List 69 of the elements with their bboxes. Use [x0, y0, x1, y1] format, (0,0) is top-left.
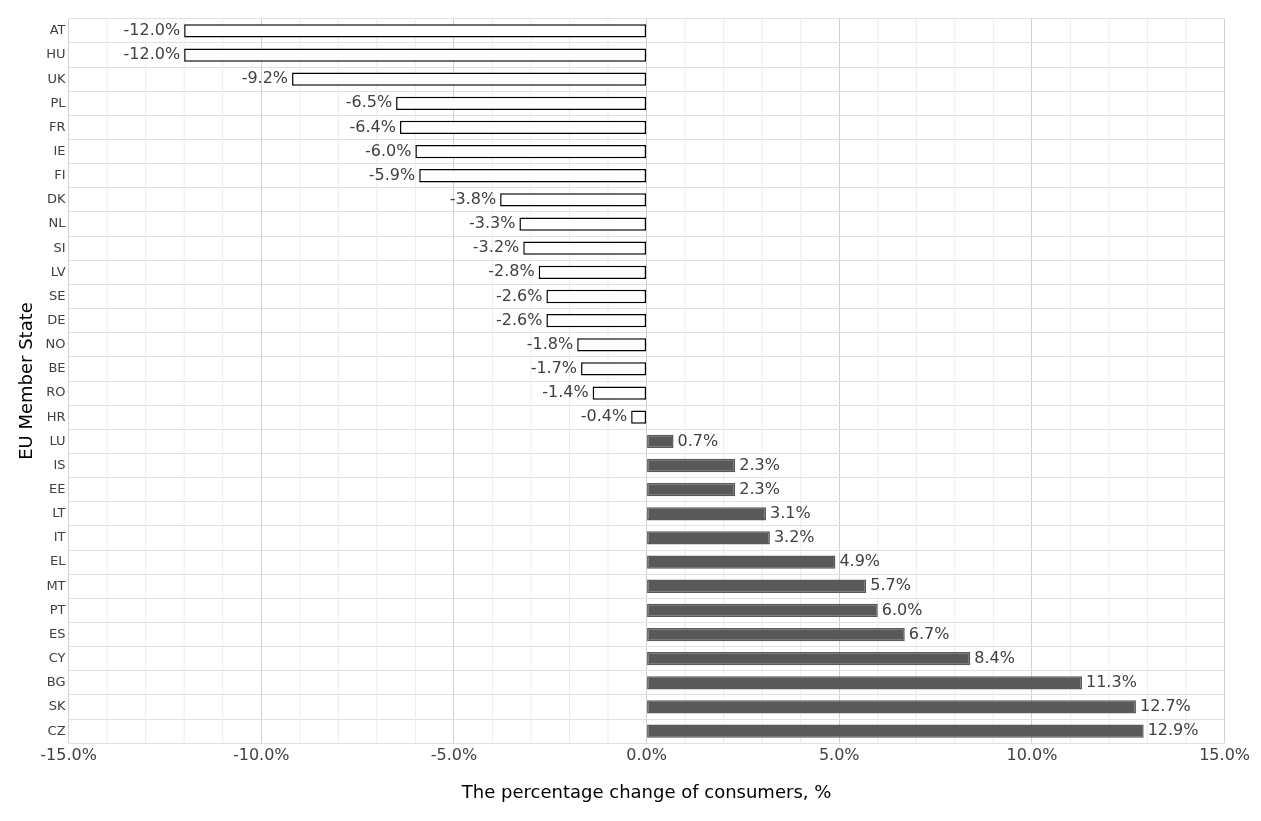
data-label: -1.7%: [530, 358, 578, 378]
y-tick-label: IE: [53, 142, 66, 158]
x-tick-label: 5.0%: [818, 744, 860, 764]
data-label: 6.7%: [908, 623, 950, 643]
data-label: -2.6%: [495, 285, 543, 305]
x-tick-label: 0.0%: [626, 744, 667, 764]
y-tick-label: IS: [53, 456, 66, 472]
y-tick-label: LV: [50, 263, 66, 279]
data-label: -9.2%: [241, 68, 289, 88]
x-axis-title: The percentage change of consumers, %: [460, 780, 832, 802]
data-label: 3.1%: [770, 502, 811, 522]
y-tick-label: HR: [46, 408, 66, 424]
data-label: -6.4%: [349, 116, 396, 136]
y-tick-label: ES: [49, 625, 66, 641]
y-tick-label: FR: [49, 118, 66, 134]
data-label: 6.0%: [881, 599, 923, 619]
data-label: -2.8%: [488, 261, 535, 281]
data-label: -3.3%: [468, 213, 516, 233]
data-label: -12.0%: [123, 44, 181, 64]
data-label: 12.7%: [1139, 696, 1191, 716]
y-tick-label: EE: [49, 481, 66, 497]
data-label: -6.5%: [345, 92, 393, 112]
data-label: 4.9%: [839, 551, 881, 571]
y-tick-label: SI: [53, 239, 66, 255]
y-tick-label: DK: [47, 191, 67, 207]
y-tick-label: CZ: [47, 722, 66, 738]
y-tick-label: HU: [46, 46, 66, 62]
y-tick-label: MT: [46, 577, 66, 593]
y-tick-label: NL: [48, 215, 67, 231]
data-label: 11.3%: [1086, 671, 1137, 691]
data-label: -3.8%: [449, 189, 497, 209]
data-label: 12.9%: [1147, 720, 1199, 740]
x-tick-label: 10.0%: [1006, 744, 1058, 764]
y-tick-label: SE: [49, 287, 66, 303]
y-tick-label: FI: [54, 167, 66, 183]
data-label: -12.0%: [123, 20, 181, 40]
data-label: -2.6%: [495, 309, 543, 329]
data-label: 5.7%: [870, 575, 911, 595]
y-tick-label: NO: [45, 336, 66, 352]
x-tick-label: -5.0%: [430, 744, 478, 764]
y-tick-label: AT: [49, 22, 66, 38]
data-label: -5.9%: [368, 164, 416, 184]
y-axis-title: EU Member State: [15, 302, 37, 460]
data-label: -1.8%: [526, 333, 574, 353]
data-label: 2.3%: [739, 478, 780, 498]
y-tick-label: IT: [53, 529, 66, 545]
data-label: -6.0%: [364, 140, 412, 160]
x-tick-label: 15.0%: [1199, 744, 1250, 764]
y-tick-label: SK: [48, 698, 67, 714]
data-label: 2.3%: [739, 454, 780, 474]
y-tick-label: BE: [48, 360, 66, 376]
y-tick-label: LT: [52, 505, 66, 521]
data-label: -3.2%: [472, 237, 520, 257]
y-tick-label: PL: [50, 94, 67, 110]
y-tick-label: RO: [46, 384, 66, 400]
y-tick-label: BG: [46, 674, 66, 690]
data-label: 3.2%: [773, 527, 815, 547]
y-tick-label: LU: [49, 432, 66, 448]
x-tick-label: -15.0%: [40, 744, 97, 764]
data-label: -0.4%: [580, 406, 628, 426]
y-tick-label: EL: [50, 553, 67, 569]
data-label: 8.4%: [974, 647, 1015, 667]
y-tick-label: UK: [47, 70, 67, 86]
y-tick-label: CY: [48, 650, 66, 666]
data-label: -1.4%: [542, 382, 589, 402]
x-tick-label: -10.0%: [232, 744, 290, 764]
y-tick-label: DE: [47, 312, 66, 328]
data-label: 0.7%: [677, 430, 719, 450]
y-tick-label: PT: [49, 601, 66, 617]
